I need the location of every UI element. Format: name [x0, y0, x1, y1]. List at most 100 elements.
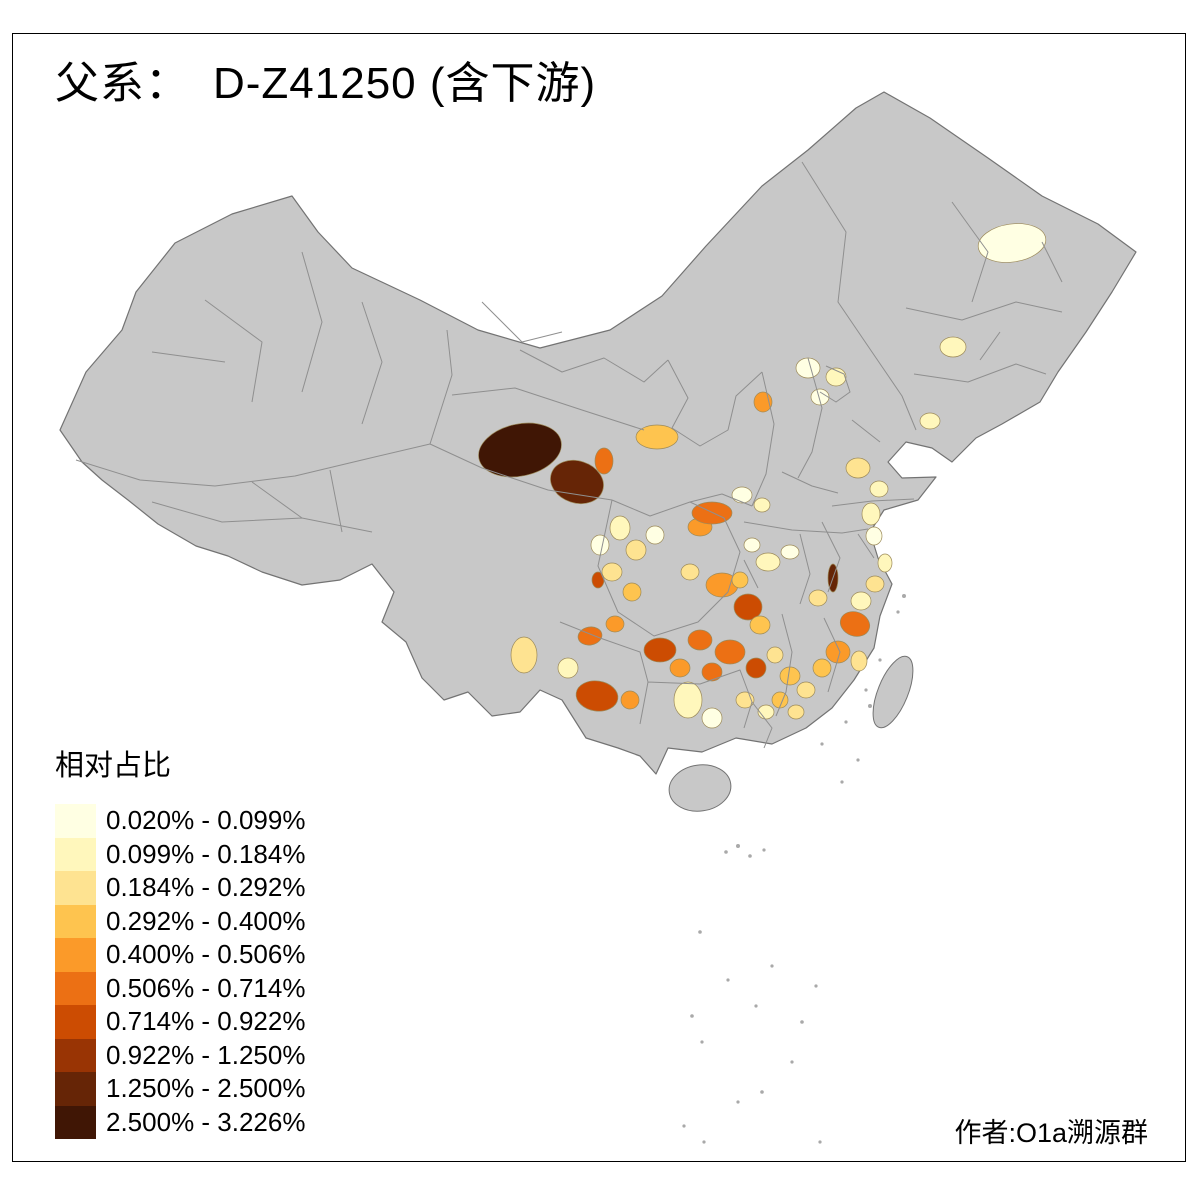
- taiwan-island: [872, 655, 914, 729]
- map-region: [780, 544, 800, 560]
- map-region: [601, 562, 623, 582]
- legend-swatch: [55, 804, 96, 838]
- map-region: [714, 639, 746, 665]
- legend-swatch: [55, 1105, 96, 1139]
- map-region: [680, 563, 700, 581]
- legend-row: 0.714% - 0.922%: [55, 1005, 305, 1039]
- legend-swatch: [55, 1005, 96, 1039]
- legend-row: 0.922% - 1.250%: [55, 1038, 306, 1072]
- map-region: [591, 571, 605, 589]
- map-region: [877, 553, 893, 573]
- legend-row: 0.506% - 0.714%: [55, 971, 306, 1005]
- legend-swatch: [55, 1038, 96, 1072]
- hainan-island: [668, 764, 732, 812]
- map-region: [850, 650, 868, 672]
- map-region: [795, 357, 821, 379]
- province-boundaries: [75, 161, 1063, 749]
- map-region: [755, 552, 781, 572]
- map-region: [673, 681, 703, 719]
- legend-swatch: [55, 971, 96, 1005]
- map-region: [733, 593, 763, 621]
- map-region: [625, 539, 647, 561]
- legend-swatch: [55, 1072, 96, 1106]
- legend-label: 0.292% - 0.400%: [106, 905, 306, 936]
- map-region: [808, 589, 828, 607]
- map-region: [590, 534, 610, 556]
- map-region: [939, 336, 967, 358]
- legend-label: 0.400% - 0.506%: [106, 939, 306, 970]
- map-region: [919, 412, 941, 430]
- map-region: [701, 662, 723, 682]
- boundary-central: [597, 493, 875, 637]
- colored-regions: [478, 223, 1047, 729]
- map-region: [731, 571, 749, 589]
- legend-label: 0.184% - 0.292%: [106, 872, 306, 903]
- boundary-north: [519, 349, 915, 507]
- map-region: [643, 637, 677, 663]
- map-region: [869, 480, 889, 498]
- legend-row: 0.020% - 0.099%: [55, 804, 305, 838]
- map-region: [510, 636, 538, 674]
- legend-row: 1.250% - 2.500%: [55, 1072, 305, 1106]
- map-region: [839, 611, 871, 637]
- legend: 相对占比 0.020% - 0.099% 0.099% - 0.184% 0.184…: [55, 742, 305, 1139]
- author-credit: 作者:O1a溯源群: [954, 1118, 1148, 1148]
- legend-rows: 0.020% - 0.099% 0.099% - 0.184% 0.184% - 0…: [55, 804, 305, 1139]
- map-region: [745, 657, 767, 679]
- map-region: [575, 680, 619, 712]
- map-region: [701, 707, 723, 729]
- legend-swatch: [55, 837, 96, 871]
- map-region: [779, 666, 801, 686]
- legend-label: 0.506% - 0.714%: [106, 972, 306, 1003]
- map-region: [865, 575, 885, 593]
- boundary-south: [559, 613, 841, 749]
- map-region: [753, 497, 771, 513]
- map-region: [766, 646, 784, 664]
- map-region: [478, 422, 562, 478]
- map-region: [865, 526, 883, 546]
- legend-label: 1.250% - 2.500%: [106, 1073, 306, 1104]
- legend-swatch: [55, 904, 96, 938]
- map-region: [605, 615, 625, 633]
- map-region: [757, 704, 775, 720]
- legend-row: 0.292% - 0.400%: [55, 904, 306, 938]
- map-region: [861, 502, 881, 526]
- map-region: [620, 690, 640, 710]
- map-region: [635, 424, 679, 450]
- map-region: [645, 525, 665, 545]
- map-region: [731, 486, 753, 504]
- page-title: 父系： D-Z41250 (含下游): [55, 59, 597, 108]
- mainland: [59, 91, 1137, 775]
- legend-swatch: [55, 938, 96, 972]
- map-region: [687, 629, 713, 651]
- map-region: [669, 658, 691, 678]
- boundary-northeast: [801, 161, 1063, 431]
- map-region: [557, 657, 579, 679]
- map-region: [825, 640, 851, 664]
- boundary-west: [75, 251, 645, 533]
- map-region: [622, 582, 642, 602]
- legend-label: 0.099% - 0.184%: [106, 838, 306, 869]
- map-region: [796, 681, 816, 699]
- legend-label: 0.922% - 1.250%: [106, 1039, 306, 1070]
- legend-row: 0.099% - 0.184%: [55, 837, 306, 871]
- map-region: [812, 658, 832, 678]
- south-china-sea-islands: [682, 594, 906, 1144]
- map-region: [977, 223, 1047, 263]
- map-region: [787, 704, 805, 720]
- legend-row: 0.400% - 0.506%: [55, 938, 305, 972]
- legend-label: 0.020% - 0.099%: [106, 805, 306, 836]
- legend-label: 2.500% - 3.226%: [106, 1106, 306, 1137]
- map-region: [594, 447, 614, 475]
- map-region: [743, 537, 761, 553]
- map-region: [810, 388, 830, 406]
- map-region: [845, 457, 871, 479]
- legend-title: 相对占比: [55, 750, 172, 782]
- map-region: [850, 591, 872, 611]
- legend-label: 0.714% - 0.922%: [106, 1006, 306, 1037]
- legend-swatch: [55, 871, 96, 905]
- legend-row: 0.184% - 0.292%: [55, 871, 305, 905]
- map-region: [749, 615, 771, 635]
